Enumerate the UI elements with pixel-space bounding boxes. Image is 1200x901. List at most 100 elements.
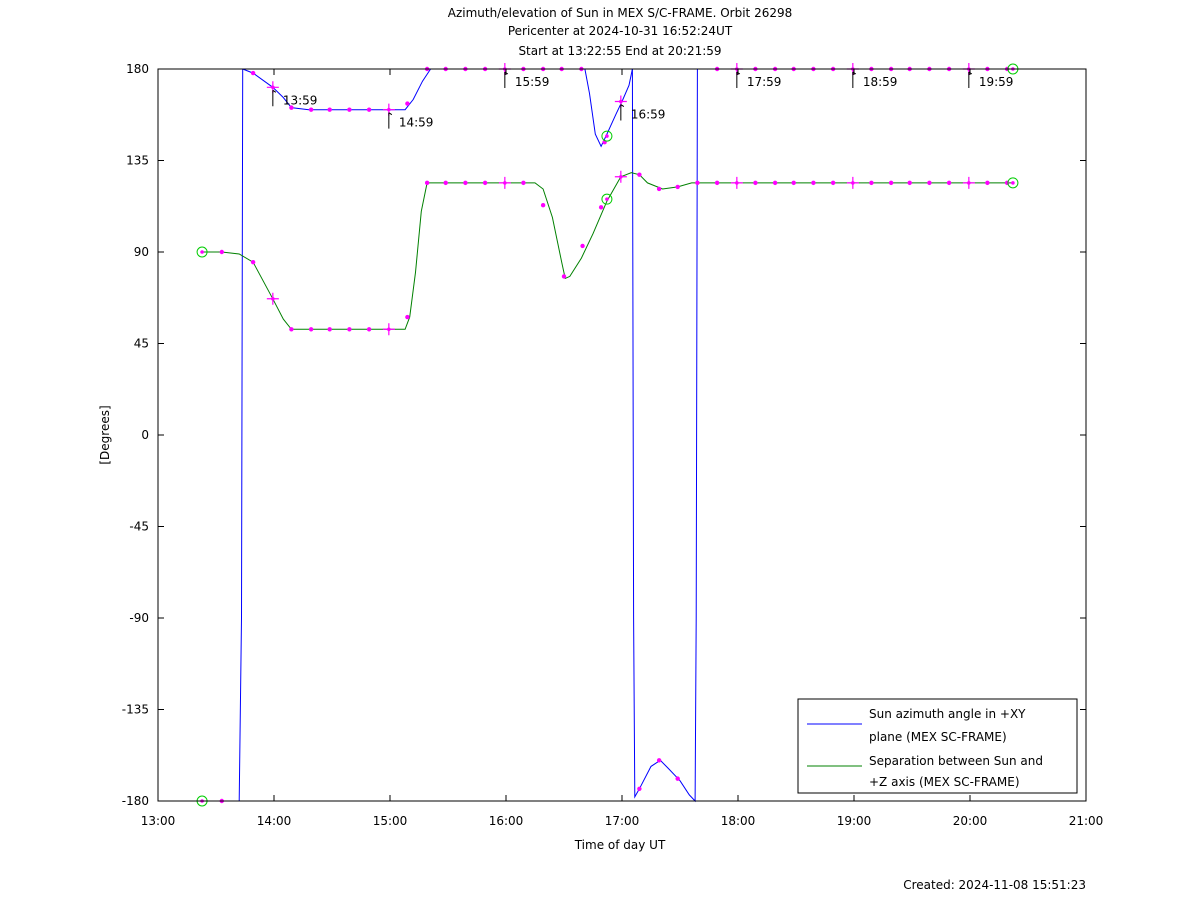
series-1-marker-13 xyxy=(463,180,468,186)
series-0-marker-2 xyxy=(250,70,256,76)
series-0-line-2 xyxy=(631,68,698,803)
series-1-marker-26 xyxy=(695,180,700,186)
chart-span: Start at 13:22:55 End at 20:21:59 xyxy=(518,44,721,58)
series-1-marker-1 xyxy=(219,249,224,255)
series-0-marker-6 xyxy=(327,107,332,112)
annotation-tick-0 xyxy=(272,89,277,107)
series-0-hour-dot-22 xyxy=(619,99,623,104)
series-1-marker-2 xyxy=(250,259,256,265)
series-1-marker-7 xyxy=(347,327,352,332)
x-tick-label-6: 19:00 xyxy=(837,814,872,828)
series-0-marker-7 xyxy=(347,107,352,112)
series-1-hour-dot-28 xyxy=(735,181,739,185)
annotation-label-3: 16:59 xyxy=(631,108,666,122)
created-timestamp: Created: 2024-11-08 15:51:23 xyxy=(903,878,1086,892)
x-tick-label-3: 16:00 xyxy=(489,814,524,828)
x-tick-label-7: 20:00 xyxy=(953,814,988,828)
series-1-marker-4 xyxy=(289,327,294,332)
series-1-marker-37 xyxy=(907,180,912,186)
series-1-marker-35 xyxy=(869,180,874,186)
series-1-marker-12 xyxy=(443,180,448,186)
series-1-marker-6 xyxy=(327,327,332,332)
series-1-marker-14 xyxy=(482,180,488,186)
series-1-marker-18 xyxy=(561,274,567,279)
y-tick-label-1: 135 xyxy=(126,154,149,168)
x-axis-label: Time of day UT xyxy=(574,838,666,852)
series-1-endpoint-dot-21 xyxy=(605,197,609,201)
series-1-marker-27 xyxy=(714,180,720,186)
series-1-marker-29 xyxy=(753,180,758,186)
series-1-marker-25 xyxy=(675,184,680,190)
y-tick-label-5: -45 xyxy=(129,520,149,534)
annotation-label-5: 18:59 xyxy=(863,75,898,89)
y-tick-label-2: 90 xyxy=(134,245,149,259)
series-0-endpoint-dot-21 xyxy=(605,134,609,138)
series-1-marker-39 xyxy=(946,180,952,186)
legend-label-separation-line1: Separation between Sun and xyxy=(869,754,1043,768)
x-tick-label-8: 21:00 xyxy=(1069,814,1104,828)
annotation-label-6: 19:59 xyxy=(979,75,1014,89)
x-tick-label-2: 15:00 xyxy=(373,814,408,828)
y-tick-label-8: -180 xyxy=(122,794,149,808)
annotation-label-2: 15:59 xyxy=(515,75,550,89)
series-1-marker-33 xyxy=(830,180,836,186)
series-0-endpoint-marker-21 xyxy=(601,130,613,142)
series-1-marker-16 xyxy=(521,180,526,186)
y-tick-label-3: 45 xyxy=(134,337,149,351)
series-1-marker-36 xyxy=(888,180,894,186)
plot-frame xyxy=(157,68,1087,802)
series-1-marker-41 xyxy=(985,180,990,186)
y-tick-label-4: 0 xyxy=(141,428,149,442)
series-1-marker-24 xyxy=(656,186,662,192)
legend-box xyxy=(797,698,1078,794)
series-1-marker-32 xyxy=(811,180,816,186)
legend-label-separation-line2: +Z axis (MEX SC-FRAME) xyxy=(869,775,1020,789)
legend-label-azimuth-line1: Sun azimuth angle in +XY xyxy=(869,707,1026,721)
series-0-marker-4 xyxy=(289,105,294,110)
x-tick-label-4: 17:00 xyxy=(605,814,640,828)
y-tick-label-0: 180 xyxy=(126,62,149,76)
series-1-marker-23 xyxy=(637,172,642,177)
series-1-marker-11 xyxy=(424,180,430,186)
series-0-marker-23 xyxy=(637,786,642,791)
chart-title: Azimuth/elevation of Sun in MEX S/C-FRAM… xyxy=(448,6,793,20)
legend-label-azimuth-line2: plane (MEX SC-FRAME) xyxy=(869,730,1007,744)
x-tick-label-1: 14:00 xyxy=(257,814,292,828)
series-1-line-0 xyxy=(202,172,1013,330)
series-0-marker-5 xyxy=(308,107,314,112)
series-0-line-0 xyxy=(202,68,244,802)
series-1-hour-dot-22 xyxy=(619,174,623,179)
x-tick-label-5: 18:00 xyxy=(721,814,756,828)
series-1-marker-19 xyxy=(580,243,585,249)
series-1-endpoint-dot-43 xyxy=(1011,181,1015,185)
series-1-marker-17 xyxy=(540,203,546,208)
series-1-marker-38 xyxy=(927,180,932,186)
annotation-label-4: 17:59 xyxy=(747,75,782,89)
series-0-hour-dot-3 xyxy=(271,85,275,90)
series-1-marker-31 xyxy=(791,180,796,186)
y-tick-label-6: -90 xyxy=(129,611,149,625)
legend: Sun azimuth angle in +XY plane (MEX SC-F… xyxy=(797,698,1078,794)
series-1-endpoint-marker-0 xyxy=(196,246,208,258)
series-1-hour-dot-9 xyxy=(387,327,391,332)
y-tick-label-7: -135 xyxy=(122,703,149,717)
series-0-marker-24 xyxy=(656,758,662,763)
y-axis-label: [Degrees] xyxy=(98,405,112,464)
series-1-endpoint-marker-43 xyxy=(1007,177,1019,189)
series-1-marker-5 xyxy=(308,327,314,332)
series-0-marker-10 xyxy=(405,101,410,106)
series-1-marker-30 xyxy=(772,180,778,186)
series-1-hour-dot-34 xyxy=(851,181,855,185)
chart-pericenter: Pericenter at 2024-10-31 16:52:24UT xyxy=(508,24,733,38)
annotation-tick-1 xyxy=(388,112,393,129)
series-0-marker-8 xyxy=(366,107,372,112)
annotation-tick-3 xyxy=(620,104,625,121)
x-tick-label-0: 13:00 xyxy=(141,814,176,828)
series-1-marker-8 xyxy=(366,327,372,332)
series-1-hour-dot-15 xyxy=(503,181,507,185)
series-0-marker-25 xyxy=(675,776,680,781)
series-0-hour-dot-9 xyxy=(387,107,391,112)
annotation-label-1: 14:59 xyxy=(399,116,434,130)
series-1-hour-dot-3 xyxy=(271,296,275,301)
